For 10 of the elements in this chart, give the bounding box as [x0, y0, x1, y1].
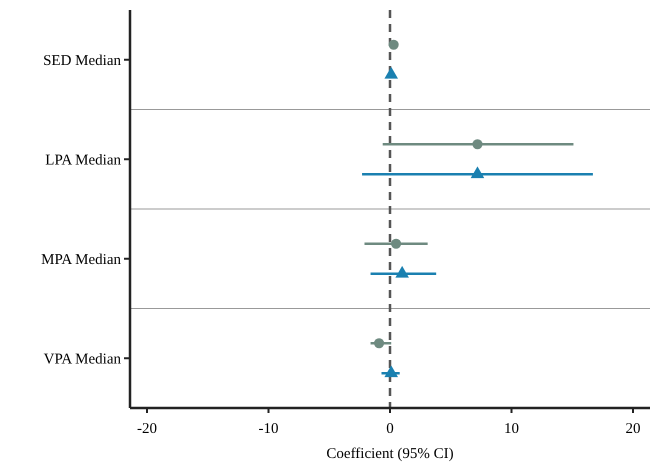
x-tick-label: 20 — [625, 421, 640, 437]
y-tick-label: VPA Median — [44, 352, 122, 368]
y-tick-label: SED Median — [43, 53, 122, 69]
x-tick-label: -20 — [137, 421, 158, 437]
y-tick-label: MPA Median — [41, 252, 122, 268]
x-tick-label: -10 — [258, 421, 279, 437]
x-axis-title: Coefficient (95% CI) — [326, 446, 454, 462]
x-tick-label: 0 — [386, 421, 394, 437]
y-tick-label: LPA Median — [45, 152, 122, 168]
x-tick-label: 10 — [504, 421, 519, 437]
